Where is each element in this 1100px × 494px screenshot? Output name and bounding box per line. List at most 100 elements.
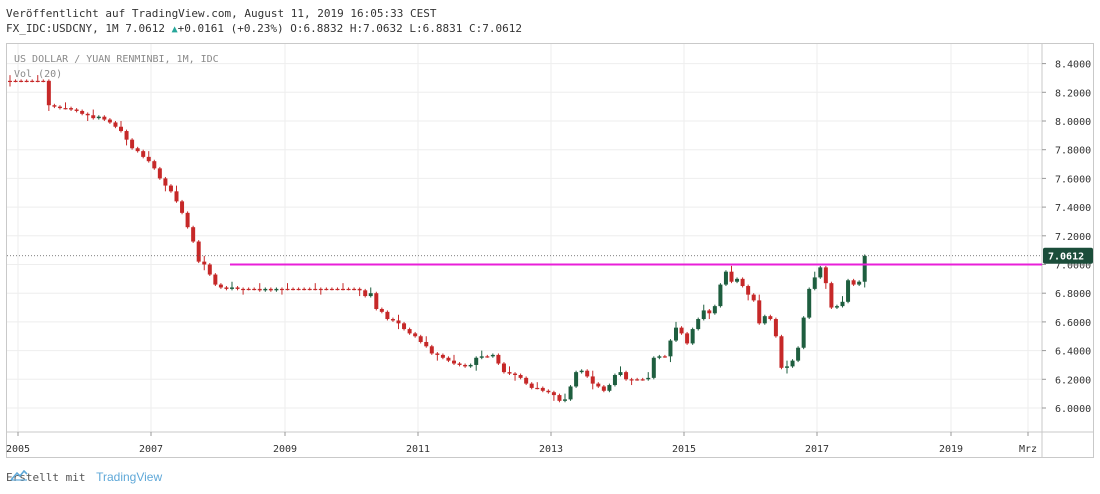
triangle-up-icon: ▲ — [171, 24, 178, 35]
candle-body — [8, 80, 12, 83]
candle-body — [368, 293, 373, 297]
candle-body — [507, 372, 512, 374]
candle-body — [446, 357, 451, 361]
candle-body — [546, 390, 551, 393]
y-tick-label: 7.2000 — [1055, 232, 1091, 243]
chart-title: US DOLLAR / YUAN RENMINBI, 1M, IDC — [14, 54, 219, 65]
candle-body — [163, 178, 168, 186]
candle-body — [513, 373, 518, 375]
candle-body — [679, 327, 684, 334]
candle-body — [30, 80, 35, 83]
candle-body — [568, 386, 573, 400]
y-tick-label: 7.8000 — [1055, 146, 1091, 157]
candle-body — [612, 374, 617, 386]
candle-body — [252, 288, 257, 291]
x-tick-label: 2015 — [672, 444, 696, 455]
x-tick-label: 2019 — [939, 444, 963, 455]
candle-body — [52, 105, 57, 107]
candle-body — [257, 288, 262, 291]
candle-body — [529, 383, 534, 388]
candle-body — [629, 379, 634, 381]
candle-body — [141, 151, 146, 157]
x-tick-label: 2013 — [539, 444, 563, 455]
candle-body — [746, 286, 751, 295]
candle-body — [590, 376, 595, 384]
price-change: +0.0161 (+0.23%) — [177, 22, 284, 35]
candle-body — [46, 80, 51, 106]
tradingview-brand[interactable]: TradingView — [96, 470, 163, 484]
candle-body — [268, 288, 273, 291]
candle-body — [840, 301, 845, 307]
candle-body — [496, 354, 501, 364]
candle-body — [540, 387, 545, 391]
candle-body — [91, 115, 96, 119]
candle-body — [213, 274, 218, 285]
candle-body — [790, 360, 795, 367]
y-tick-label: 6.4000 — [1055, 347, 1091, 358]
candle-body — [202, 261, 207, 265]
candle-body — [107, 119, 112, 123]
candle-body — [318, 288, 323, 291]
candle-body — [19, 80, 24, 83]
candle-body — [557, 395, 562, 401]
candle-body — [596, 383, 601, 387]
candle-body — [385, 311, 390, 320]
candle-body — [701, 310, 706, 320]
x-tick-label: 2005 — [6, 444, 30, 455]
candle-body — [241, 288, 246, 291]
candle-body — [474, 357, 479, 365]
candle-body — [751, 294, 756, 301]
candle-body — [35, 80, 40, 83]
candle-body — [551, 392, 556, 396]
candle-body — [218, 284, 223, 288]
candle-body — [796, 347, 801, 361]
y-tick-label: 7.0000 — [1055, 261, 1091, 272]
candle-body — [829, 283, 834, 308]
candle-body — [735, 278, 740, 282]
candle-body — [524, 377, 529, 384]
candle-body — [662, 356, 667, 358]
x-tick-label: 2007 — [139, 444, 163, 455]
candle-body — [96, 116, 101, 119]
candle-body — [296, 288, 301, 291]
candle-body — [374, 293, 379, 309]
candle-body — [24, 80, 29, 83]
candle-body — [396, 320, 401, 324]
candle-body — [668, 340, 673, 357]
candle-body — [690, 329, 695, 344]
candle-body — [402, 323, 407, 330]
candle-body — [191, 227, 196, 242]
x-tick-label: 2017 — [805, 444, 829, 455]
candle-body — [440, 354, 445, 358]
candle-body — [335, 288, 340, 291]
volume-indicator-label: Vol (20) — [14, 69, 62, 80]
candle-body — [230, 287, 234, 289]
made-with-label: Erstellt mit — [6, 471, 86, 484]
candle-body — [302, 288, 307, 291]
candle-body — [291, 288, 296, 291]
chart-header: Veröffentlicht auf TradingView.com, Augu… — [6, 6, 522, 37]
symbol-line: FX_IDC:USDCNY, 1M 7.0612 ▲+0.0161 (+0.23… — [6, 21, 522, 37]
candle-body — [707, 310, 712, 314]
candle-body — [685, 333, 690, 344]
candle-body — [224, 287, 229, 289]
candle-body — [485, 356, 490, 358]
candle-body — [80, 110, 85, 114]
candle-body — [762, 316, 767, 324]
y-tick-label: 8.0000 — [1055, 117, 1091, 128]
ohlc-values: O:6.8832 H:7.0632 L:6.8831 C:7.0612 — [290, 22, 523, 35]
candle-body — [263, 288, 268, 291]
y-tick-label: 7.4000 — [1055, 203, 1091, 214]
candle-body — [518, 374, 523, 378]
y-tick-label: 8.4000 — [1055, 60, 1091, 71]
candle-body — [834, 306, 839, 308]
x-tick-label: 2009 — [273, 444, 297, 455]
candle-body — [63, 108, 68, 110]
y-tick-label: 6.6000 — [1055, 318, 1091, 329]
candle-body — [174, 191, 179, 202]
candle-body — [607, 385, 612, 391]
candle-body — [357, 288, 362, 291]
candle-body — [574, 372, 579, 387]
candle-body — [785, 366, 789, 368]
